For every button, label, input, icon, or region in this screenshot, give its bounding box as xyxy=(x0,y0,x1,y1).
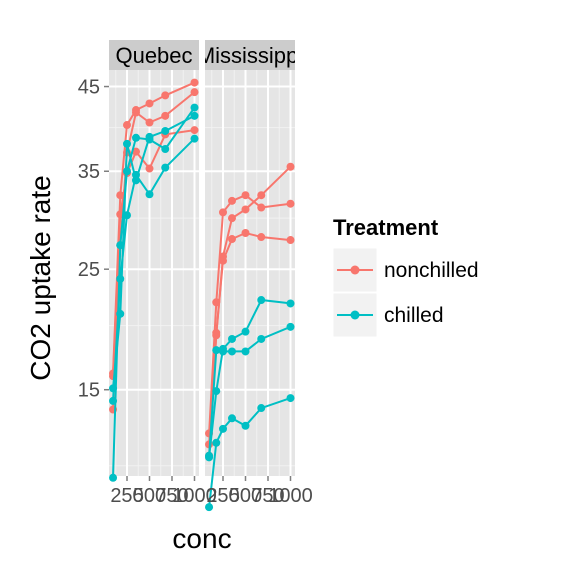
data-point xyxy=(257,404,266,413)
data-point xyxy=(161,111,170,120)
data-point xyxy=(241,347,250,356)
x-tick-label: 1000 xyxy=(268,485,313,507)
y-axis-title: CO2 uptake rate xyxy=(25,175,56,380)
legend-key-point xyxy=(350,310,360,320)
data-point xyxy=(219,208,227,217)
data-point xyxy=(228,347,236,356)
facet-panel: Quebec xyxy=(109,40,199,482)
data-point xyxy=(123,121,131,130)
data-point xyxy=(228,235,236,244)
data-point xyxy=(286,322,295,331)
x-tick-label: 250 xyxy=(110,485,143,507)
data-point xyxy=(241,421,250,430)
legend-label: nonchilled xyxy=(384,259,479,282)
data-point xyxy=(109,473,118,482)
facet-strip-label: Quebec xyxy=(115,43,192,68)
data-point xyxy=(132,133,140,142)
y-tick-label: 15 xyxy=(78,380,100,402)
data-point xyxy=(116,191,125,200)
x-tick-label: 750 xyxy=(251,485,284,507)
data-point xyxy=(257,334,266,343)
panel-background xyxy=(205,70,295,476)
facet-panel: Mississippi xyxy=(197,40,303,512)
legend-label: chilled xyxy=(384,304,444,327)
series-chilled xyxy=(109,111,199,393)
data-point xyxy=(286,162,295,171)
data-point xyxy=(161,91,170,100)
x-tick-label: 1000 xyxy=(172,485,217,507)
data-point xyxy=(190,78,199,87)
data-point xyxy=(286,299,295,308)
legend-entry-nonchilled: nonchilled xyxy=(332,247,479,293)
data-point xyxy=(286,236,295,245)
series-chilled xyxy=(205,394,295,512)
data-point xyxy=(190,103,199,112)
data-point xyxy=(145,99,154,108)
data-point xyxy=(190,134,199,143)
data-point xyxy=(219,347,227,356)
y-tick-label: 25 xyxy=(78,259,100,281)
data-point xyxy=(212,328,221,337)
data-point xyxy=(145,118,154,127)
data-point xyxy=(212,438,221,447)
data-point xyxy=(190,111,199,120)
panel-background xyxy=(109,70,199,476)
data-point xyxy=(161,126,170,135)
x-tick-label: 750 xyxy=(155,485,188,507)
data-point xyxy=(219,424,227,433)
series-chilled xyxy=(205,322,295,460)
x-tick-label: 500 xyxy=(133,485,166,507)
data-point xyxy=(241,327,250,336)
data-point xyxy=(205,451,214,460)
data-point xyxy=(228,196,236,205)
data-point xyxy=(161,163,170,172)
data-point xyxy=(123,139,131,148)
series-chilled xyxy=(205,296,295,462)
data-point xyxy=(286,199,295,208)
legend: Treatment nonchilled chilled xyxy=(332,215,479,338)
x-axis-title: conc xyxy=(172,523,231,554)
legend-entry-chilled: chilled xyxy=(332,292,444,338)
legend-title: Treatment xyxy=(333,215,439,240)
data-point xyxy=(257,203,266,212)
data-point xyxy=(190,126,199,135)
data-point xyxy=(132,147,140,156)
x-tick-label: 250 xyxy=(206,485,239,507)
data-point xyxy=(228,214,236,223)
x-tick-label: 500 xyxy=(229,485,262,507)
data-point xyxy=(205,503,214,512)
data-point xyxy=(116,309,125,318)
data-point xyxy=(109,384,118,393)
data-point xyxy=(190,88,199,97)
data-point xyxy=(257,191,266,200)
data-point xyxy=(228,414,236,423)
data-point xyxy=(145,132,154,141)
series-nonchilled xyxy=(109,78,199,378)
facet-strip xyxy=(205,40,295,70)
data-point xyxy=(257,296,266,305)
facet-strip xyxy=(109,40,199,70)
y-tick-label: 35 xyxy=(78,161,100,183)
legend-key-point xyxy=(350,265,360,275)
data-point xyxy=(228,334,236,343)
data-point xyxy=(286,394,295,403)
data-point xyxy=(241,228,250,237)
data-point xyxy=(145,164,154,173)
data-point xyxy=(241,205,250,214)
data-point xyxy=(161,145,170,154)
facet-strip-label: Mississippi xyxy=(197,43,303,68)
data-point xyxy=(219,256,227,265)
data-point xyxy=(212,346,221,355)
data-point xyxy=(132,176,140,185)
y-tick-label: 45 xyxy=(78,77,100,99)
data-point xyxy=(257,233,266,242)
data-point xyxy=(132,106,140,115)
data-point xyxy=(241,191,250,200)
data-point xyxy=(145,190,154,199)
